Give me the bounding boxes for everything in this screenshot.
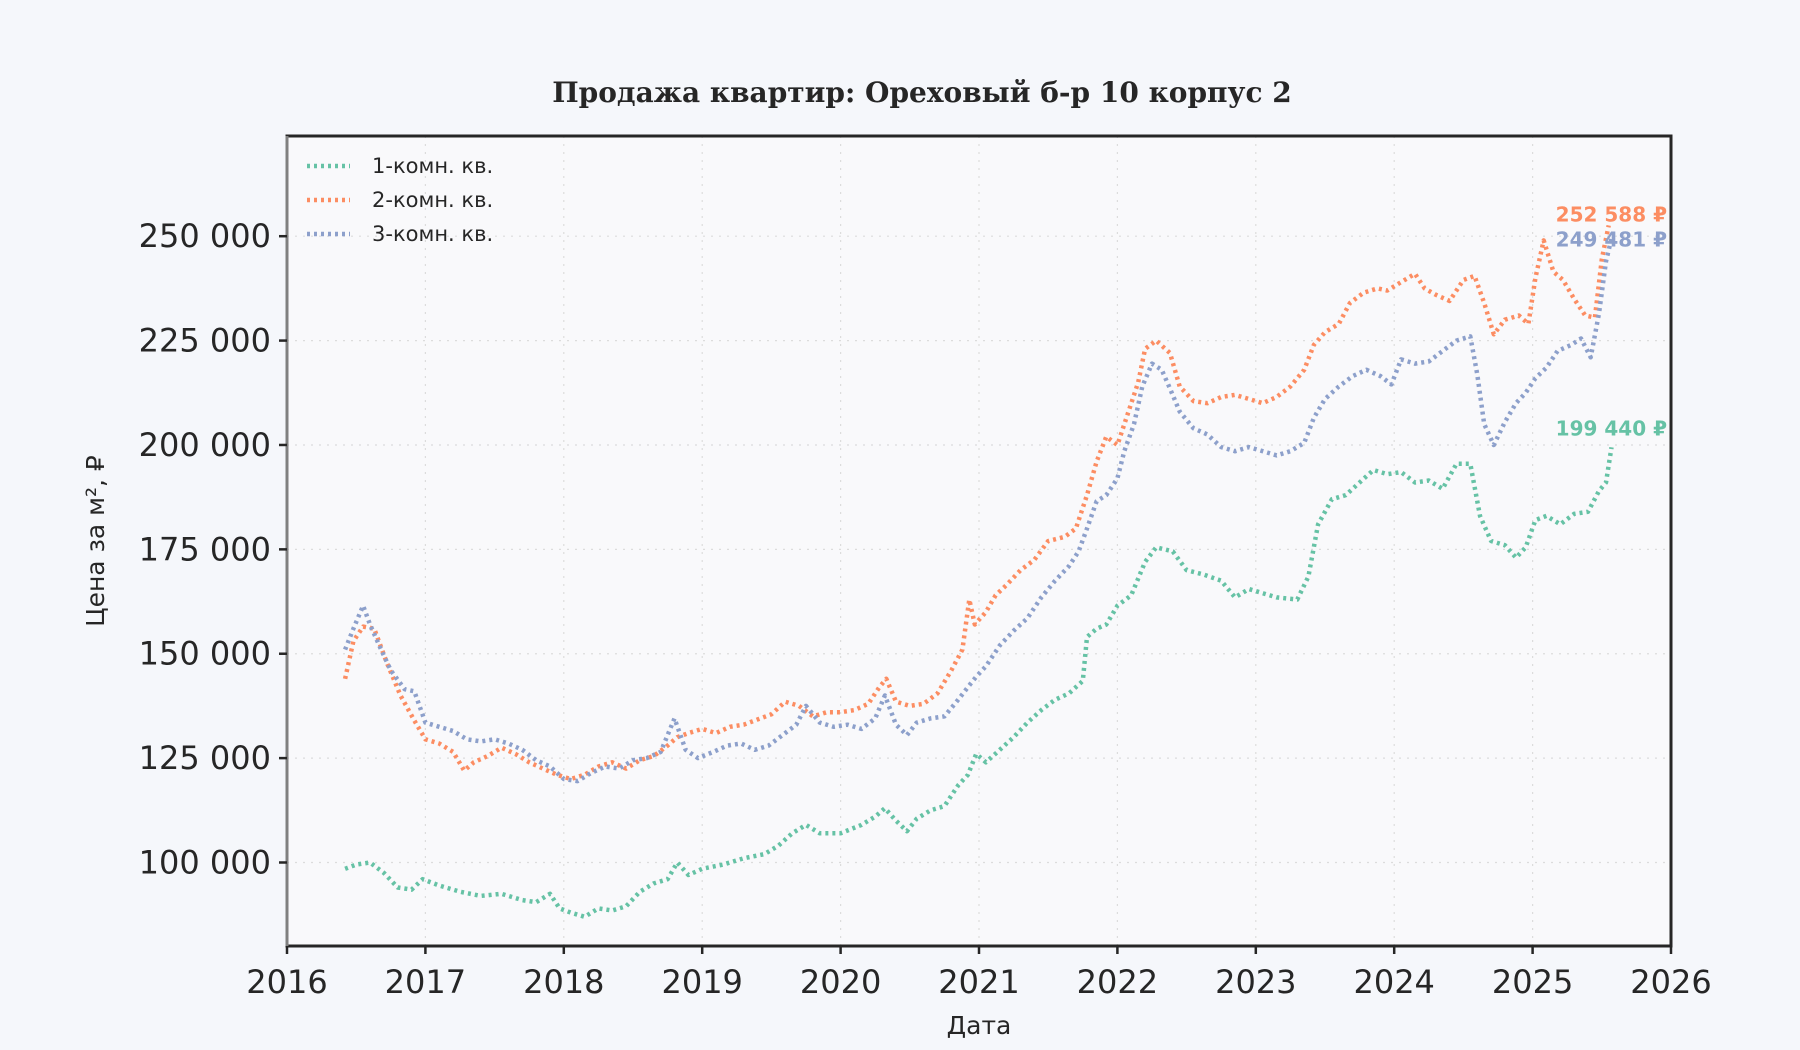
y-axis-label: Цена за м², ₽ — [81, 455, 110, 627]
x-tick-label: 2017 — [385, 963, 466, 1001]
x-tick-label: 2020 — [800, 963, 881, 1001]
end-labels: 199 440 ₽ 252 588 ₽249 481 ₽ — [1556, 202, 1667, 440]
end-value-label-1: 199 440 ₽ — [1556, 416, 1667, 440]
series-line-1 — [344, 446, 1614, 920]
grid — [286, 136, 1672, 946]
x-tick-label: 2025 — [1492, 963, 1573, 1001]
series-layer — [342, 224, 1614, 920]
legend-label-1: 1-комн. кв. — [372, 154, 493, 178]
y-tick-label: 200 000 — [139, 426, 271, 464]
x-tick-label: 2021 — [938, 963, 1019, 1001]
y-tick-label: 175 000 — [139, 530, 271, 568]
x-tick-label: 2022 — [1077, 963, 1158, 1001]
y-tick-label: 150 000 — [139, 635, 271, 673]
plot-area — [287, 136, 1671, 946]
y-axis: 100 000 125 000 150 000 175 000 200 000 225 0… — [139, 217, 287, 881]
y-tick-label: 125 000 — [139, 739, 271, 777]
x-tick-label: 2023 — [1215, 963, 1296, 1001]
legend: 1-комн. кв. 2-комн. кв. 3-комн. кв. — [307, 154, 493, 246]
x-axis: 2016 2017 2018 2019 2020 2021 2022 2023 2024 2025… — [246, 946, 1712, 1001]
x-tick-label: 2016 — [246, 963, 327, 1001]
y-tick-label: 225 000 — [139, 322, 271, 360]
y-tick-label: 250 000 — [139, 217, 271, 255]
chart-title: Продажа квартир: Ореховый б-р 10 корпус … — [552, 76, 1292, 109]
end-value-label-3: 249 481 ₽ — [1556, 227, 1667, 251]
legend-label-2: 2-комн. кв. — [372, 188, 493, 212]
x-tick-label: 2019 — [661, 963, 742, 1001]
x-tick-label: 2024 — [1353, 963, 1434, 1001]
series-line-2 — [342, 224, 1611, 782]
x-axis-label: Дата — [947, 1011, 1012, 1040]
x-tick-label: 2026 — [1630, 963, 1711, 1001]
x-tick-label: 2018 — [523, 963, 604, 1001]
series-line-3 — [343, 237, 1614, 784]
y-tick-label: 100 000 — [139, 843, 271, 881]
legend-label-3: 3-комн. кв. — [372, 222, 493, 246]
end-value-label-2: 252 588 ₽ — [1556, 202, 1667, 226]
